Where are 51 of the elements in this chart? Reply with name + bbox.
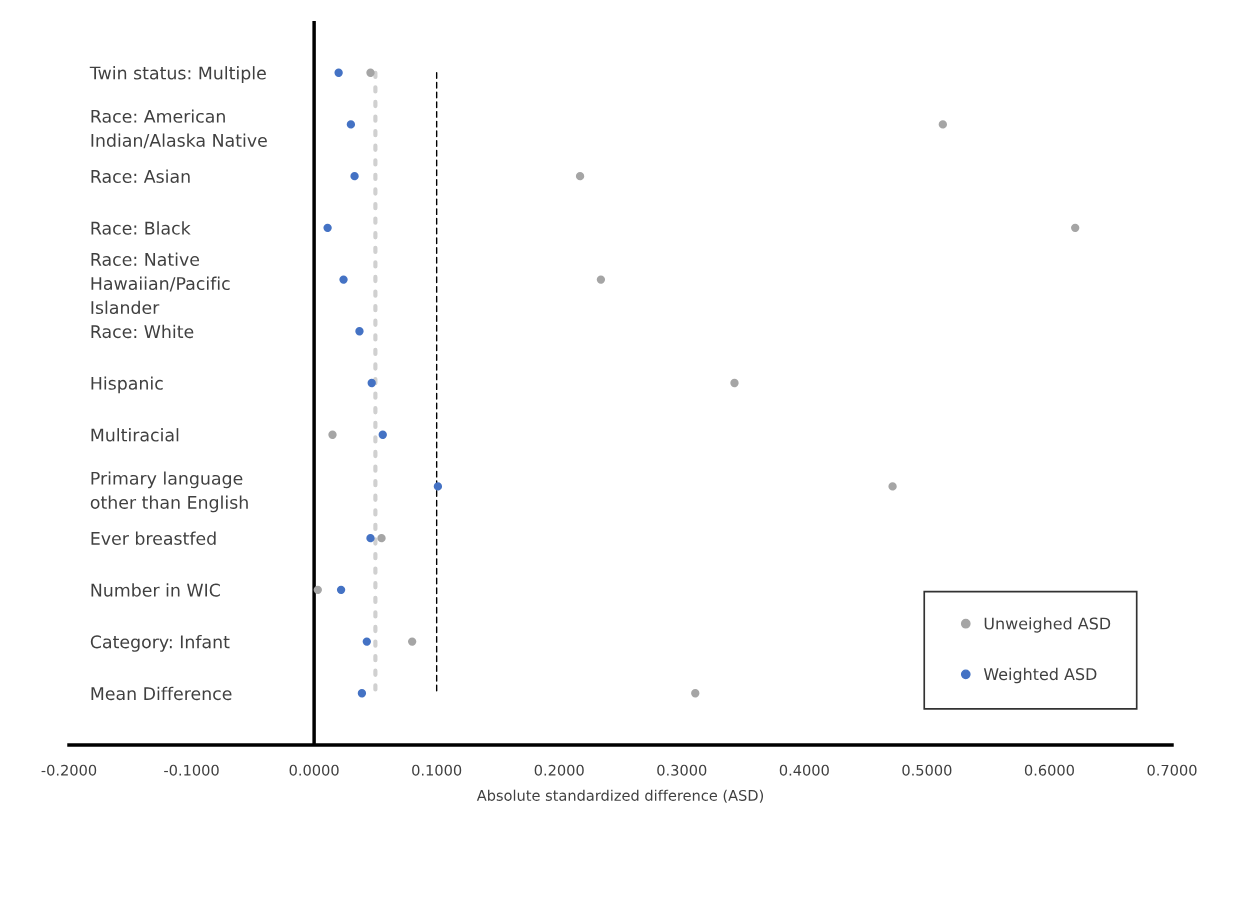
y-tick-label: Category: Infant	[90, 634, 230, 652]
y-tick-label: Hispanic	[91, 376, 163, 394]
point	[362, 637, 371, 646]
point	[407, 637, 417, 646]
y-tick-label: Race: Native Hawaiian/Pacific Islander	[91, 252, 230, 315]
point	[730, 378, 739, 388]
point	[366, 533, 375, 543]
point	[323, 223, 332, 233]
y-tick-label: Ever breastfed	[91, 531, 216, 545]
point	[378, 430, 387, 439]
point	[433, 482, 443, 491]
x-tick-label: 0.4000	[779, 764, 829, 776]
x-tick-label: 0.6000	[1024, 764, 1074, 776]
y-tick-label: Race: White	[91, 324, 194, 339]
point	[313, 585, 322, 595]
x-tick-label: 0.3000	[657, 764, 707, 776]
y-tick-label: Race: Black	[91, 221, 191, 235]
x-tick-label: 0.7000	[1147, 764, 1197, 776]
x-tick-label: 0.5000	[902, 764, 952, 776]
y-tick-label: Race: American Indian/Alaska Native	[91, 109, 267, 149]
point	[377, 533, 386, 543]
point	[357, 689, 367, 698]
x-axis-title: Absolute standardized difference (ASD)	[476, 789, 764, 803]
legend-label: Unweighed ASD	[984, 617, 1111, 633]
x-tick-label: -0.1000	[164, 764, 219, 776]
x-tick-label: -0.2000	[41, 764, 97, 776]
point	[328, 430, 337, 439]
y-tick-label: Multiracial	[91, 428, 179, 442]
point	[575, 171, 585, 181]
y-tick-label: Primary language other than English	[90, 471, 248, 513]
point	[367, 378, 376, 388]
point	[938, 120, 947, 129]
point	[691, 689, 700, 698]
x-tick-label: 0.1000	[412, 764, 462, 776]
point	[888, 482, 897, 491]
point	[336, 585, 346, 595]
point	[346, 120, 356, 129]
y-tick-label: Mean Difference	[91, 686, 232, 701]
x-tick-label: 0.0000	[289, 764, 339, 776]
point	[334, 68, 343, 77]
y-tick-label: Number in WIC	[91, 583, 220, 597]
point	[339, 275, 348, 284]
point	[596, 275, 606, 284]
x-tick-label: 0.2000	[534, 764, 584, 776]
legend-label: Weighted ASD	[983, 667, 1097, 684]
point	[1071, 223, 1080, 233]
y-tick-label: Race: Asian	[91, 169, 190, 183]
point	[350, 171, 359, 181]
y-tick-label: Twin status: Multiple	[89, 66, 266, 83]
point	[366, 68, 375, 77]
point	[355, 327, 364, 336]
